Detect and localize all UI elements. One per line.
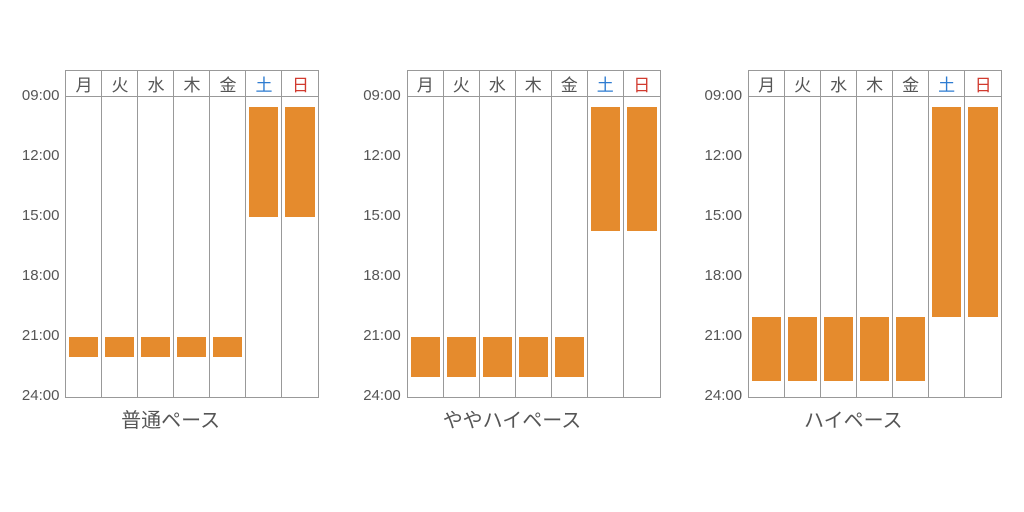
body-row bbox=[66, 97, 318, 397]
day-column bbox=[516, 97, 552, 397]
time-bar bbox=[69, 337, 98, 357]
day-column bbox=[785, 97, 821, 397]
time-bar bbox=[249, 107, 278, 217]
time-bar bbox=[896, 317, 925, 381]
day-header: 土 bbox=[246, 71, 282, 97]
charts-container: 09:0012:0015:0018:0021:0024:00月火水木金土日普通ペ… bbox=[0, 0, 1024, 512]
day-column bbox=[588, 97, 624, 397]
header-row: 月火水木金土日 bbox=[749, 71, 1001, 97]
schedule-panel: 09:0012:0015:0018:0021:0024:00月火水木金土日普通ペ… bbox=[22, 70, 320, 433]
body-row bbox=[749, 97, 1001, 397]
day-header: 日 bbox=[624, 71, 660, 97]
day-header: 火 bbox=[102, 71, 138, 97]
day-header: 日 bbox=[965, 71, 1001, 97]
day-column bbox=[444, 97, 480, 397]
time-bar bbox=[752, 317, 781, 381]
day-header: 月 bbox=[408, 71, 444, 97]
day-header: 金 bbox=[552, 71, 588, 97]
panel-title: 普通ペース bbox=[121, 404, 220, 433]
grid: 月火水木金土日 bbox=[65, 70, 319, 398]
time-bar bbox=[141, 337, 170, 357]
day-column bbox=[749, 97, 785, 397]
chart: 09:0012:0015:0018:0021:0024:00月火水木金土日 bbox=[705, 70, 1003, 398]
day-column bbox=[857, 97, 893, 397]
header-row: 月火水木金土日 bbox=[66, 71, 318, 97]
grid: 月火水木金土日 bbox=[748, 70, 1002, 398]
time-bar bbox=[483, 337, 512, 377]
chart: 09:0012:0015:0018:0021:0024:00月火水木金土日 bbox=[363, 70, 661, 398]
time-bar bbox=[447, 337, 476, 377]
day-header: 金 bbox=[210, 71, 246, 97]
y-axis-labels: 09:0012:0015:0018:0021:0024:00 bbox=[363, 96, 407, 396]
day-column bbox=[66, 97, 102, 397]
day-column bbox=[893, 97, 929, 397]
day-header: 木 bbox=[174, 71, 210, 97]
day-column bbox=[821, 97, 857, 397]
body-row bbox=[408, 97, 660, 397]
time-bar bbox=[411, 337, 440, 377]
grid: 月火水木金土日 bbox=[407, 70, 661, 398]
time-bar bbox=[213, 337, 242, 357]
day-column bbox=[246, 97, 282, 397]
y-axis-labels: 09:0012:0015:0018:0021:0024:00 bbox=[22, 96, 66, 396]
day-column bbox=[210, 97, 246, 397]
day-column bbox=[102, 97, 138, 397]
day-column bbox=[552, 97, 588, 397]
day-header: 木 bbox=[516, 71, 552, 97]
time-bar bbox=[591, 107, 620, 231]
panel-title: ハイペース bbox=[804, 404, 903, 433]
day-header: 火 bbox=[444, 71, 480, 97]
time-bar bbox=[860, 317, 889, 381]
time-bar bbox=[105, 337, 134, 357]
day-column bbox=[480, 97, 516, 397]
day-column bbox=[174, 97, 210, 397]
time-bar bbox=[932, 107, 961, 317]
time-bar bbox=[177, 337, 206, 357]
day-header: 木 bbox=[857, 71, 893, 97]
day-header: 金 bbox=[893, 71, 929, 97]
time-bar bbox=[519, 337, 548, 377]
day-header: 水 bbox=[138, 71, 174, 97]
day-column bbox=[282, 97, 318, 397]
day-header: 火 bbox=[785, 71, 821, 97]
day-column bbox=[965, 97, 1001, 397]
day-column bbox=[624, 97, 660, 397]
schedule-panel: 09:0012:0015:0018:0021:0024:00月火水木金土日ややハ… bbox=[363, 70, 661, 433]
day-header: 土 bbox=[588, 71, 624, 97]
schedule-panel: 09:0012:0015:0018:0021:0024:00月火水木金土日ハイペ… bbox=[705, 70, 1003, 433]
time-bar bbox=[627, 107, 657, 231]
time-bar bbox=[285, 107, 315, 217]
day-header: 月 bbox=[749, 71, 785, 97]
time-bar bbox=[788, 317, 817, 381]
day-header: 水 bbox=[480, 71, 516, 97]
day-header: 月 bbox=[66, 71, 102, 97]
time-bar bbox=[824, 317, 853, 381]
day-header: 水 bbox=[821, 71, 857, 97]
header-row: 月火水木金土日 bbox=[408, 71, 660, 97]
day-header: 土 bbox=[929, 71, 965, 97]
day-column bbox=[929, 97, 965, 397]
day-column bbox=[408, 97, 444, 397]
y-axis-labels: 09:0012:0015:0018:0021:0024:00 bbox=[705, 96, 749, 396]
day-header: 日 bbox=[282, 71, 318, 97]
chart: 09:0012:0015:0018:0021:0024:00月火水木金土日 bbox=[22, 70, 320, 398]
panel-title: ややハイペース bbox=[443, 404, 582, 433]
day-column bbox=[138, 97, 174, 397]
time-bar bbox=[555, 337, 584, 377]
time-bar bbox=[968, 107, 998, 317]
